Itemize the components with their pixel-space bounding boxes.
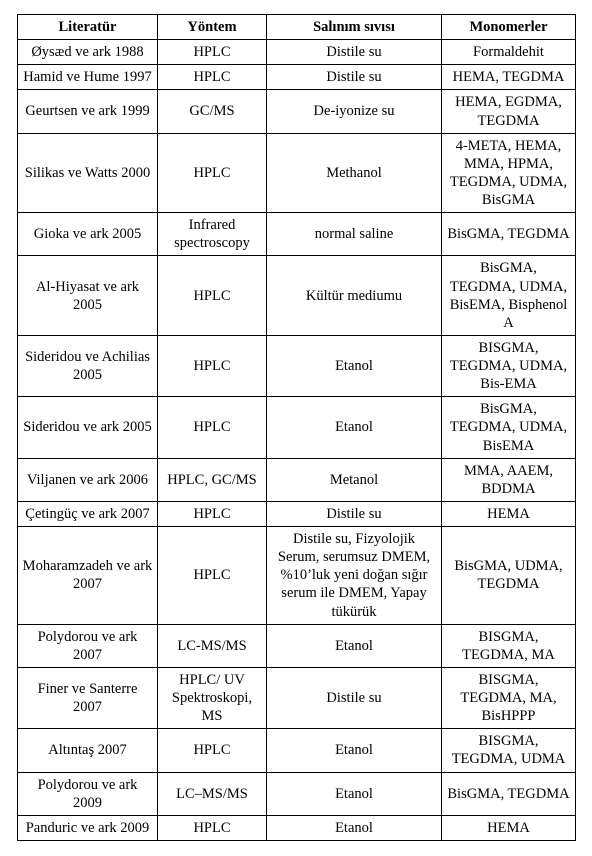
cell-literatur: Çetingüç ve ark 2007 <box>18 501 158 526</box>
cell-salinim: Etanol <box>267 729 442 772</box>
cell-literatur: Sideridou ve ark 2005 <box>18 397 158 458</box>
table-row: Sideridou ve Achilias 2005 HPLC Etanol B… <box>18 335 576 396</box>
cell-yontem: HPLC/ UV Spektroskopi, MS <box>158 667 267 728</box>
cell-salinim: Kültür mediumu <box>267 256 442 336</box>
cell-literatur: Moharamzadeh ve ark 2007 <box>18 527 158 625</box>
col-header-salinim: Salınım sıvısı <box>267 15 442 40</box>
cell-yontem: HPLC <box>158 815 267 840</box>
cell-salinim: Etanol <box>267 397 442 458</box>
cell-literatur: Øysæd ve ark 1988 <box>18 40 158 65</box>
cell-yontem: Infrared spectroscopy <box>158 213 267 256</box>
table-row: Çetingüç ve ark 2007 HPLC Distile su HEM… <box>18 501 576 526</box>
cell-monomerler: HEMA <box>442 501 576 526</box>
cell-monomerler: BisGMA, UDMA, TEGDMA <box>442 527 576 625</box>
cell-yontem: HPLC, GC/MS <box>158 458 267 501</box>
cell-literatur: Panduric ve ark 2009 <box>18 815 158 840</box>
table-row: Polydorou ve ark 2007 LC-MS/MS Etanol BI… <box>18 624 576 667</box>
cell-salinim: Distile su, Fizyolojik Serum, serumsuz D… <box>267 527 442 625</box>
cell-literatur: Sideridou ve Achilias 2005 <box>18 335 158 396</box>
cell-salinim: Etanol <box>267 815 442 840</box>
table-row: Al-Hiyasat ve ark 2005 HPLC Kültür mediu… <box>18 256 576 336</box>
cell-salinim: Methanol <box>267 133 442 213</box>
table-row: Moharamzadeh ve ark 2007 HPLC Distile su… <box>18 527 576 625</box>
cell-salinim: De-iyonize su <box>267 90 442 133</box>
cell-salinim: Etanol <box>267 624 442 667</box>
cell-salinim: Distile su <box>267 667 442 728</box>
table-row: Øysæd ve ark 1988 HPLC Distile su Formal… <box>18 40 576 65</box>
cell-monomerler: BisGMA, TEGDMA <box>442 772 576 815</box>
cell-monomerler: MMA, AAEM, BDDMA <box>442 458 576 501</box>
cell-monomerler: BisGMA, TEGDMA, UDMA, BisEMA, Bisphenol … <box>442 256 576 336</box>
table-row: Viljanen ve ark 2006 HPLC, GC/MS Metanol… <box>18 458 576 501</box>
cell-salinim: Distile su <box>267 65 442 90</box>
cell-salinim: normal saline <box>267 213 442 256</box>
table-row: Altıntaş 2007 HPLC Etanol BISGMA, TEGDMA… <box>18 729 576 772</box>
cell-yontem: GC/MS <box>158 90 267 133</box>
cell-literatur: Polydorou ve ark 2009 <box>18 772 158 815</box>
cell-yontem: HPLC <box>158 397 267 458</box>
cell-monomerler: Formaldehit <box>442 40 576 65</box>
literature-table: Literatür Yöntem Salınım sıvısı Monomerl… <box>17 14 576 841</box>
cell-literatur: Finer ve Santerre 2007 <box>18 667 158 728</box>
table-row: Sideridou ve ark 2005 HPLC Etanol BisGMA… <box>18 397 576 458</box>
cell-literatur: Altıntaş 2007 <box>18 729 158 772</box>
cell-yontem: HPLC <box>158 501 267 526</box>
table-row: Finer ve Santerre 2007 HPLC/ UV Spektros… <box>18 667 576 728</box>
col-header-literatur: Literatür <box>18 15 158 40</box>
cell-monomerler: BISGMA, TEGDMA, MA, BisHPPP <box>442 667 576 728</box>
cell-monomerler: BisGMA, TEGDMA, UDMA, BisEMA <box>442 397 576 458</box>
cell-yontem: HPLC <box>158 40 267 65</box>
cell-yontem: HPLC <box>158 527 267 625</box>
cell-literatur: Gioka ve ark 2005 <box>18 213 158 256</box>
cell-yontem: LC-MS/MS <box>158 624 267 667</box>
cell-yontem: HPLC <box>158 133 267 213</box>
col-header-yontem: Yöntem <box>158 15 267 40</box>
cell-yontem: HPLC <box>158 256 267 336</box>
table-row: Polydorou ve ark 2009 LC–MS/MS Etanol Bi… <box>18 772 576 815</box>
cell-salinim: Metanol <box>267 458 442 501</box>
cell-monomerler: 4-META, HEMA, MMA, HPMA, TEGDMA, UDMA, B… <box>442 133 576 213</box>
cell-yontem: LC–MS/MS <box>158 772 267 815</box>
cell-literatur: Polydorou ve ark 2007 <box>18 624 158 667</box>
cell-literatur: Silikas ve Watts 2000 <box>18 133 158 213</box>
cell-monomerler: BISGMA, TEGDMA, UDMA, Bis-EMA <box>442 335 576 396</box>
cell-yontem: HPLC <box>158 335 267 396</box>
table-body: Øysæd ve ark 1988 HPLC Distile su Formal… <box>18 40 576 841</box>
table-header-row: Literatür Yöntem Salınım sıvısı Monomerl… <box>18 15 576 40</box>
cell-monomerler: HEMA <box>442 815 576 840</box>
table-row: Panduric ve ark 2009 HPLC Etanol HEMA <box>18 815 576 840</box>
cell-monomerler: HEMA, EGDMA, TEGDMA <box>442 90 576 133</box>
cell-monomerler: BisGMA, TEGDMA <box>442 213 576 256</box>
table-row: Hamid ve Hume 1997 HPLC Distile su HEMA,… <box>18 65 576 90</box>
table-row: Geurtsen ve ark 1999 GC/MS De-iyonize su… <box>18 90 576 133</box>
cell-salinim: Distile su <box>267 40 442 65</box>
col-header-monomerler: Monomerler <box>442 15 576 40</box>
cell-salinim: Distile su <box>267 501 442 526</box>
cell-monomerler: BISGMA, TEGDMA, MA <box>442 624 576 667</box>
table-row: Silikas ve Watts 2000 HPLC Methanol 4-ME… <box>18 133 576 213</box>
cell-salinim: Etanol <box>267 772 442 815</box>
cell-literatur: Viljanen ve ark 2006 <box>18 458 158 501</box>
cell-literatur: Geurtsen ve ark 1999 <box>18 90 158 133</box>
cell-yontem: HPLC <box>158 65 267 90</box>
cell-monomerler: HEMA, TEGDMA <box>442 65 576 90</box>
cell-salinim: Etanol <box>267 335 442 396</box>
table-row: Gioka ve ark 2005 Infrared spectroscopy … <box>18 213 576 256</box>
cell-monomerler: BISGMA, TEGDMA, UDMA <box>442 729 576 772</box>
cell-literatur: Al-Hiyasat ve ark 2005 <box>18 256 158 336</box>
cell-yontem: HPLC <box>158 729 267 772</box>
cell-literatur: Hamid ve Hume 1997 <box>18 65 158 90</box>
